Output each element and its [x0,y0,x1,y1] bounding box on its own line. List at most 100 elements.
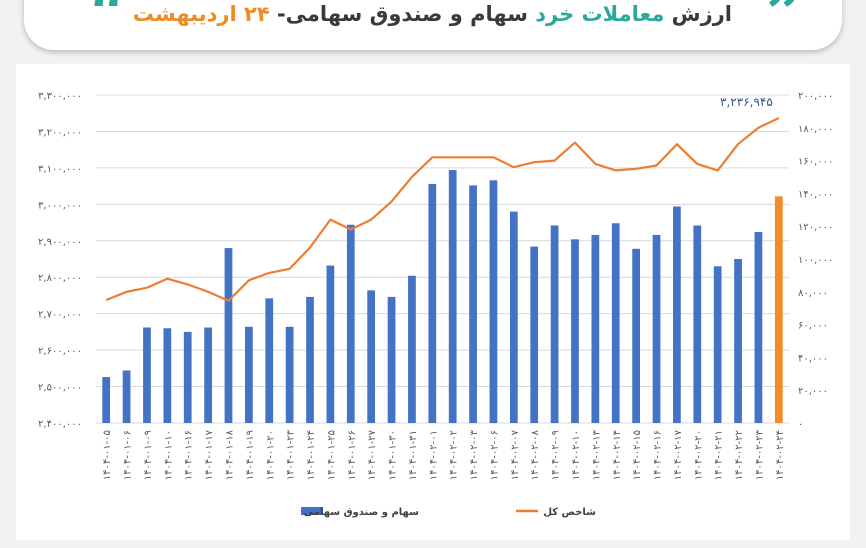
bar [611,223,620,423]
x-tick-label: ۱۴۰۴-۰۱-۱۸ [224,429,235,480]
x-tick-label: ۱۴۰۴-۰۲-۰۹ [551,430,562,480]
y-left-tick-label: ۲,۴۰۰,۰۰۰ [38,419,82,430]
title-part-2: معاملات خرد [535,2,665,26]
bar [591,234,600,423]
y-right-tick-label: ۴۰,۰۰۰ [798,353,828,364]
bar [143,327,151,423]
x-tick-label: ۱۴۰۴-۰۱-۱۷ [204,429,215,480]
y-left-tick-label: ۳,۱۰۰,۰۰۰ [38,164,82,175]
x-tick-label: ۱۴۰۴-۰۱-۲۵ [326,430,337,480]
x-tick-label: ۱۴۰۴-۰۲-۱۵ [632,430,643,480]
bar [652,234,661,423]
x-tick-label: ۱۴۰۴-۰۱-۰۶ [123,430,134,480]
bar [367,290,376,423]
y-left-tick-label: ۲,۸۰۰,۰۰۰ [38,273,82,284]
bar [326,265,335,423]
y-right-tick-label: ۸۰,۰۰۰ [798,288,828,299]
x-tick-label: ۱۴۰۴-۰۱-۲۷ [367,429,378,480]
y-right-tick-label: ۰ [798,419,803,430]
x-tick-label: ۱۴۰۴-۰۲-۰۶ [489,430,500,480]
legend-swatch-bars [301,507,323,515]
x-tick-label: ۱۴۰۴-۰۲-۱۴ [612,430,623,480]
x-tick-label: ۱۴۰۴-۰۲-۱۳ [591,429,602,480]
bar [632,248,641,423]
x-tick-label: ۱۴۰۴-۰۱-۱۶ [184,430,195,480]
x-tick-label: ۱۴۰۴-۰۱-۱۰ [163,430,174,480]
x-tick-label: ۱۴۰۴-۰۲-۲۴ [775,430,786,480]
x-tick-label: ۱۴۰۴-۰۲-۰۲ [449,430,460,480]
x-tick-label: ۱۴۰۴-۰۲-۰۷ [510,429,521,480]
series-line-shakhes-kol [105,117,780,302]
quote-left-icon: “ [90,0,127,51]
x-tick-label: ۱۴۰۴-۰۲-۱۰ [571,430,582,480]
bar [713,266,722,423]
y-right-tick-label: ۱۸۰,۰۰۰ [798,124,833,135]
bar [448,170,457,423]
x-tick-label: ۱۴۰۴-۰۲-۱۷ [673,429,684,480]
y-right-tick-label: ۱۰۰,۰۰۰ [798,255,833,266]
bar [774,196,783,423]
x-tick-label: ۱۴۰۴-۰۲-۲۲ [734,430,745,480]
x-tick-label: ۱۴۰۴-۰۱-۱۹ [245,430,256,480]
bar [469,185,477,423]
bar [754,232,763,423]
title-banner: “ ارزش معاملات خرد سهام و صندوق سهامی- ۲… [24,0,842,50]
x-tick-label: ۱۴۰۴-۰۱-۲۴ [306,430,317,480]
y-left-tick-label: ۲,۵۰۰,۰۰۰ [38,383,82,394]
y-left-tick-label: ۳,۳۰۰,۰۰۰ [38,91,82,102]
bar [265,298,274,423]
x-tick-label: ۱۴۰۴-۰۱-۲۰ [265,430,276,480]
y-left-tick-label: ۳,۰۰۰,۰۰۰ [38,200,82,211]
title-date: ۲۴ اردیبهشت [132,2,270,26]
x-tick-label: ۱۴۰۴-۰۲-۰۳ [469,429,480,480]
x-tick-label: ۱۴۰۴-۰۲-۲۱ [714,430,725,480]
bar [509,211,518,423]
bar [693,225,702,423]
legend-label-line: شاخص کل [543,507,596,518]
y-left-tick-label: ۳,۲۰۰,۰۰۰ [38,127,82,138]
bar [306,296,314,423]
y-left-tick-label: ۲,۶۰۰,۰۰۰ [38,346,82,357]
y-right-tick-label: ۶۰,۰۰۰ [798,321,828,332]
bar [673,206,681,423]
chart-card: ۲,۴۰۰,۰۰۰ ۲,۵۰۰,۰۰۰ ۲,۶۰۰,۰۰۰ ۲,۷۰۰,۰۰۰ ۲,۸۰… [16,64,850,540]
x-tick-label: ۱۴۰۴-۰۲-۲۳ [754,429,765,480]
bar [122,370,131,423]
bar [163,328,172,423]
bar [224,248,233,423]
y-left-tick-label: ۲,۷۰۰,۰۰۰ [38,310,82,321]
y-right-tick-label: ۲۰۰,۰۰۰ [798,91,833,102]
bar [550,225,559,423]
bar [571,239,579,423]
x-tick-label: ۱۴۰۴-۰۲-۰۸ [530,429,541,480]
x-tick-label: ۱۴۰۴-۰۲-۲۰ [693,430,704,480]
x-tick-label: ۱۴۰۴-۰۱-۲۶ [347,430,358,480]
bar [489,180,498,423]
x-tick-label: ۱۴۰۴-۰۲-۰۱ [428,430,439,480]
x-tick-label: ۱۴۰۴-۰۱-۳۰ [388,430,399,480]
bar [102,377,111,423]
bar [244,326,253,423]
x-tick-label: ۱۴۰۴-۰۱-۳۱ [408,430,419,480]
bar [346,224,355,423]
bar [387,296,396,423]
y-right-tick-label: ۱۲۰,۰۰۰ [798,222,833,233]
y-right-tick-label: ۱۶۰,۰۰۰ [798,157,833,168]
x-tick-label: ۱۴۰۴-۰۱-۰۹ [143,430,154,480]
bar [183,331,192,423]
x-tick-label: ۱۴۰۴-۰۱-۲۳ [286,429,297,480]
y-right-tick-label: ۱۴۰,۰۰۰ [798,189,833,200]
title-part-1: ارزش [671,2,732,26]
title-part-3: سهام و صندوق سهامی- [276,2,528,26]
x-tick-label: ۱۴۰۴-۰۱-۰۵ [102,430,113,480]
bar [408,275,416,423]
y-left-tick-label: ۲,۹۰۰,۰۰۰ [38,237,82,248]
legend-label-bars: سهام و صندوق سهامی [304,507,420,518]
page-title: ارزش معاملات خرد سهام و صندوق سهامی- ۲۴ … [133,2,732,26]
annotation-label: ۳,۲۳۶,۹۴۵ [720,95,773,109]
bar [428,183,437,423]
bar [734,259,742,423]
y-right-tick-label: ۲۰,۰۰۰ [798,386,828,397]
bar [285,326,294,423]
x-tick-label: ۱۴۰۴-۰۲-۱۶ [653,430,664,480]
